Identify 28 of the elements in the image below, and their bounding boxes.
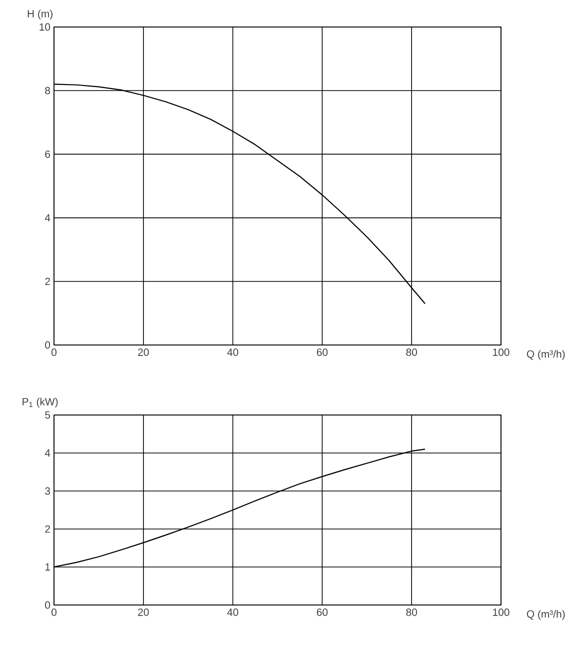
x-tick-label: 60 <box>316 348 328 356</box>
x-tick-label: 80 <box>406 348 418 356</box>
x-tick-label: 40 <box>227 608 238 616</box>
x-tick-label: 80 <box>406 608 418 616</box>
y-tick-label: 4 <box>44 214 50 222</box>
x-tick-label: 20 <box>138 348 149 356</box>
y-tick-label: 2 <box>45 525 50 533</box>
x-axis-title: Q (m³/h) <box>526 350 565 360</box>
x-tick-label: 100 <box>493 348 510 356</box>
y-tick-label: 6 <box>45 150 50 158</box>
y-tick-label: 0 <box>45 601 50 609</box>
y-tick-label: 5 <box>45 411 50 419</box>
y-tick-label: 8 <box>45 86 50 94</box>
y-tick-label: 3 <box>45 487 50 495</box>
y-axis-title: H (m) <box>28 10 52 20</box>
x-axis-title: Q (m³/h) <box>526 610 565 620</box>
y-tick-label: 1 <box>45 563 50 571</box>
y-tick-label: 4 <box>44 449 50 457</box>
x-tick-label: 20 <box>138 608 149 616</box>
y-tick-label: 0 <box>45 341 50 349</box>
x-tick-label: 60 <box>316 608 328 616</box>
y-tick-label: 10 <box>40 23 50 31</box>
y-axis-title: P$_{1}$ (kW) <box>22 398 58 408</box>
x-tick-label: 0 <box>52 608 56 616</box>
x-tick-label: 40 <box>227 348 238 356</box>
x-tick-label: 100 <box>493 608 510 616</box>
y-tick-label: 2 <box>45 278 50 286</box>
x-tick-label: 0 <box>51 348 56 356</box>
